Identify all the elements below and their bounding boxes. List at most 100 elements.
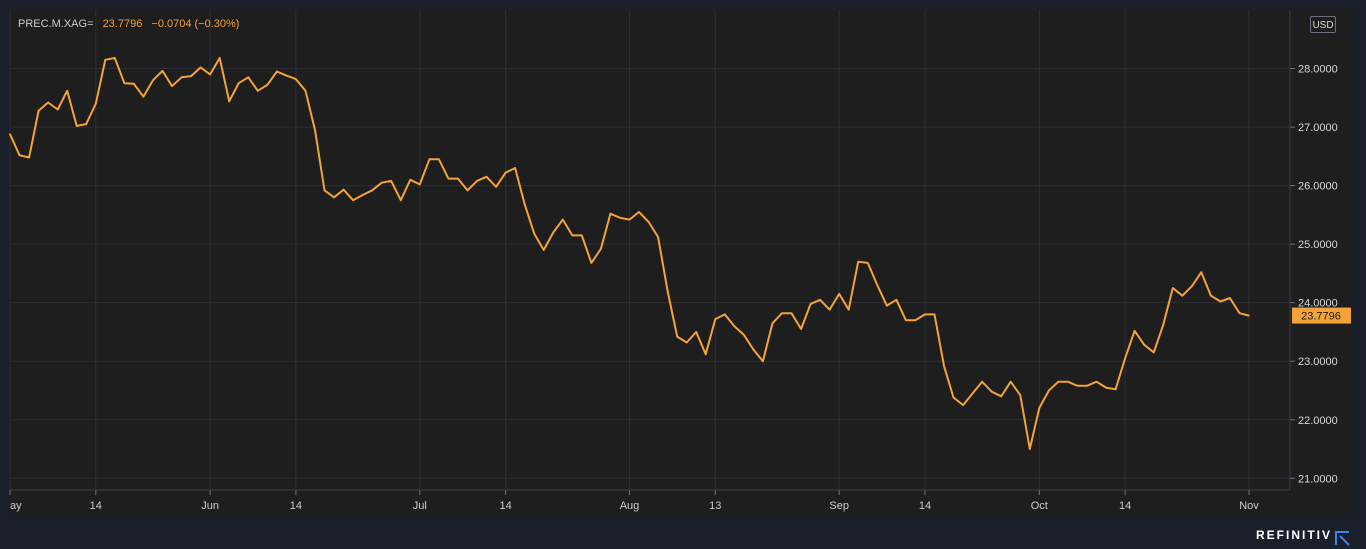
data-point <box>762 360 764 363</box>
data-point <box>409 178 412 181</box>
data-point <box>1028 448 1031 450</box>
price-change: −0.0704 (−0.30%) <box>151 18 240 30</box>
instrument-symbol[interactable]: PREC.M.XAG= <box>18 18 94 30</box>
x-axis-area <box>10 490 1354 516</box>
data-point <box>1114 388 1117 391</box>
data-point <box>228 100 231 103</box>
data-point <box>266 84 269 86</box>
data-point <box>1238 312 1241 315</box>
data-point <box>638 211 640 213</box>
data-point <box>590 262 593 264</box>
data-point <box>581 234 583 237</box>
data-point <box>314 129 316 131</box>
x-tick-label: Nov <box>1239 500 1259 512</box>
y-tick-label: 26.0000 <box>1298 181 1338 193</box>
data-point <box>561 218 564 221</box>
data-point <box>857 260 860 263</box>
data-point <box>685 341 688 344</box>
data-point <box>9 133 11 135</box>
data-point <box>276 70 278 73</box>
last-value-label: 23.7796 <box>1292 307 1351 324</box>
data-point <box>990 390 993 393</box>
data-point <box>905 319 907 322</box>
data-point <box>924 313 926 316</box>
data-point <box>18 154 21 156</box>
data-point <box>647 221 650 223</box>
data-point <box>1086 385 1088 387</box>
data-point <box>619 217 621 219</box>
data-point <box>66 89 68 92</box>
data-point <box>1038 407 1041 409</box>
data-point <box>1200 271 1203 274</box>
plot-area <box>10 10 1290 490</box>
data-point <box>323 189 326 192</box>
data-point <box>304 89 307 92</box>
x-tick-label: 14 <box>1119 500 1131 512</box>
data-point <box>94 102 97 105</box>
data-point <box>819 298 821 301</box>
data-point <box>342 188 345 191</box>
instrument-header: PREC.M.XAG= 23.7796 −0.0704 (−0.30%) <box>18 18 239 30</box>
data-point <box>1191 285 1193 288</box>
data-point <box>1019 394 1022 396</box>
data-point <box>828 308 831 311</box>
data-point <box>733 325 736 327</box>
data-point <box>504 171 507 174</box>
brand-logo-text: REFINITIV <box>1256 528 1333 542</box>
data-point <box>190 75 192 77</box>
data-point <box>800 328 802 330</box>
data-point <box>75 125 78 127</box>
data-point <box>600 248 602 250</box>
data-point <box>609 212 612 215</box>
data-point <box>361 194 364 196</box>
data-point <box>895 298 898 301</box>
data-point <box>56 108 59 111</box>
data-point <box>628 218 631 221</box>
x-tick-label: ay <box>10 500 22 512</box>
data-point <box>971 392 974 395</box>
data-point <box>123 82 126 84</box>
data-point <box>1124 357 1126 360</box>
data-point <box>943 365 945 367</box>
data-point <box>1162 324 1165 326</box>
x-tick-label: Jul <box>413 500 427 512</box>
data-point <box>886 304 888 307</box>
currency-badge[interactable]: USD <box>1310 16 1336 33</box>
x-tick-label: Jun <box>201 500 219 512</box>
data-point <box>485 176 488 178</box>
x-tick-label: 14 <box>90 500 102 512</box>
data-point <box>371 189 373 192</box>
data-point <box>352 199 354 202</box>
data-point <box>247 76 250 79</box>
data-point <box>1009 380 1012 383</box>
x-tick-label: Oct <box>1031 500 1048 512</box>
data-point <box>285 74 288 77</box>
data-point <box>1248 314 1250 317</box>
data-point <box>28 156 30 159</box>
y-tick-label: 24.0000 <box>1298 298 1338 310</box>
data-point <box>1076 385 1079 387</box>
data-point <box>695 331 698 333</box>
x-tick-label: 14 <box>290 500 302 512</box>
x-tick-label: 14 <box>919 500 931 512</box>
data-point <box>133 82 135 85</box>
x-tick-label: Aug <box>620 500 640 512</box>
data-point <box>866 262 869 264</box>
data-point <box>1210 294 1212 297</box>
last-value-label-bg <box>1292 307 1351 324</box>
data-point <box>781 312 783 315</box>
x-tick-label: 14 <box>499 500 511 512</box>
data-point <box>104 58 107 61</box>
data-point <box>704 353 707 355</box>
data-point <box>676 335 678 338</box>
y-axis-area <box>1290 10 1354 490</box>
data-point <box>199 66 202 69</box>
data-point <box>523 203 526 206</box>
data-point <box>161 70 164 72</box>
data-point <box>1229 297 1231 299</box>
data-point <box>571 234 574 237</box>
y-tick-label: 28.0000 <box>1298 64 1338 76</box>
data-point <box>981 380 983 383</box>
